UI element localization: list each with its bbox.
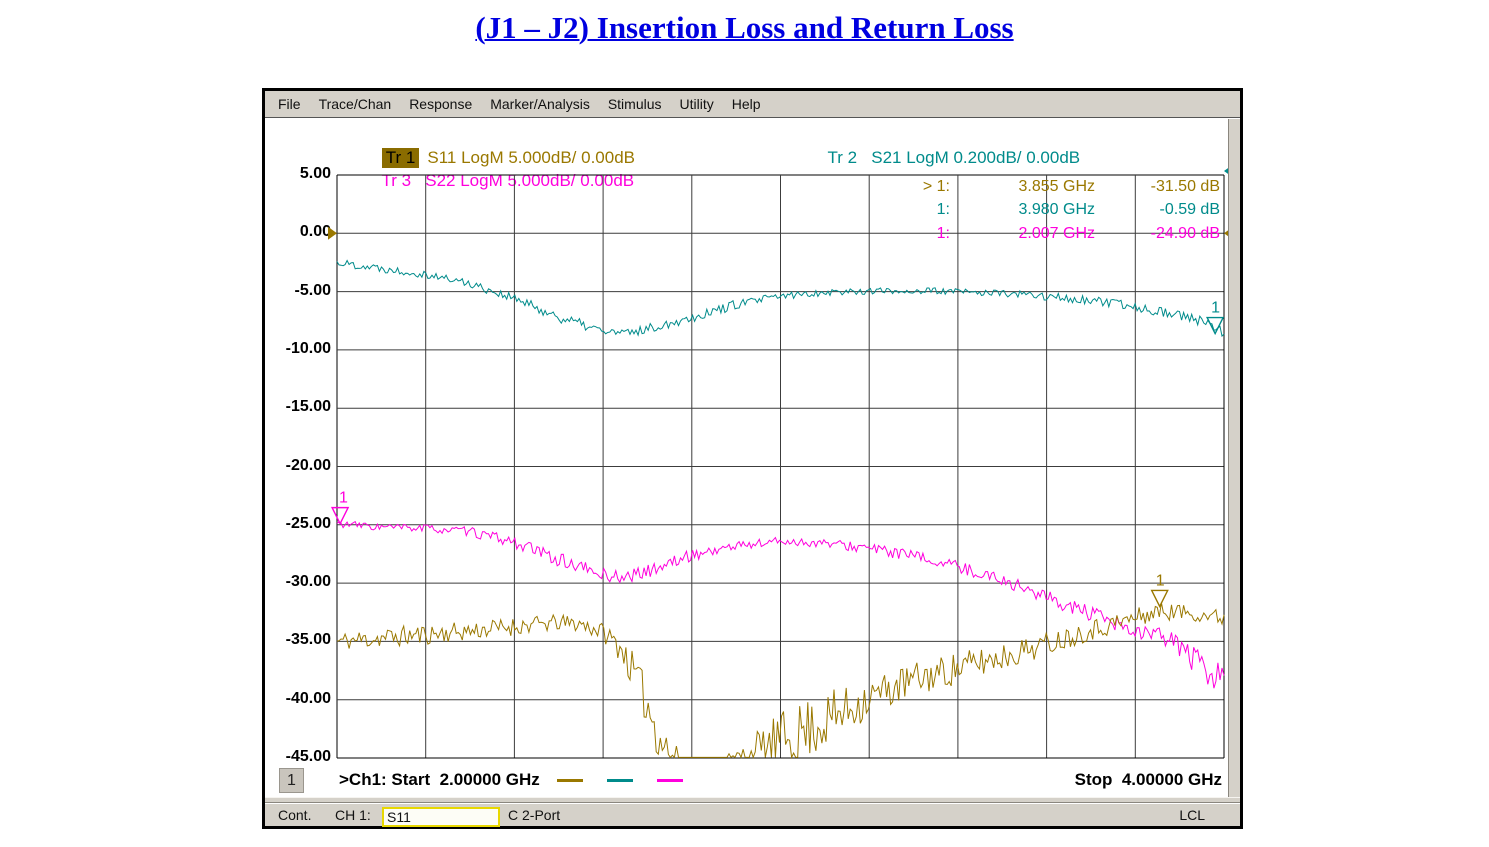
- menu-bar: File Trace/Chan Response Marker/Analysis Sti…: [265, 91, 1240, 118]
- y-tick-label: -35.00: [285, 631, 331, 649]
- menu-item-file[interactable]: File: [278, 96, 301, 112]
- svg-text:1: 1: [1211, 300, 1220, 317]
- trace-color-dash: [657, 779, 683, 782]
- y-tick-label: -5.00: [294, 281, 331, 299]
- trace-color-dash: [607, 779, 633, 782]
- menu-item-trace-chan[interactable]: Trace/Chan: [318, 96, 392, 112]
- trace1-active-badge: Tr 1: [381, 148, 420, 168]
- trace2-params: S21 LogM 0.200dB/ 0.00dB: [871, 148, 1081, 167]
- screen-bottom-bezel: [265, 797, 1240, 803]
- svg-text:1: 1: [1156, 572, 1165, 589]
- y-tick-label: 5.00: [299, 165, 331, 182]
- measurement-field[interactable]: S11: [382, 807, 500, 827]
- page-title: (J1 – J2) Insertion Loss and Return Loss: [475, 10, 1014, 45]
- screen-right-bezel: [1228, 119, 1240, 797]
- sweep-stop-label: Stop 4.00000 GHz: [1074, 770, 1222, 789]
- menu-item-stimulus[interactable]: Stimulus: [607, 96, 662, 112]
- menu-item-marker-analysis[interactable]: Marker/Analysis: [490, 96, 590, 112]
- trace2-id: Tr 2: [827, 148, 858, 167]
- channel-status: CH 1:: [335, 807, 371, 823]
- trace-color-dash: [557, 779, 583, 782]
- sweep-mode-status: Cont.: [278, 807, 312, 823]
- y-tick-label: -15.00: [285, 398, 331, 416]
- vna-analyzer-window: File Trace/Chan Response Marker/Analysis Sti…: [262, 88, 1243, 829]
- y-tick-label: -10.00: [285, 339, 331, 357]
- trace2-legend: Tr 2 S21 LogM 0.200dB/ 0.00dB: [790, 128, 1080, 188]
- sweep-start-label: >Ch1: Start 2.00000 GHz: [339, 770, 540, 789]
- menu-item-help[interactable]: Help: [731, 96, 761, 112]
- graticule-plot: 1 1 1: [328, 164, 1233, 760]
- local-mode-status: LCL: [1179, 807, 1205, 823]
- trace1-params: S11 LogM 5.000dB/ 0.00dB: [427, 148, 636, 167]
- channel-number-badge: 1: [279, 768, 304, 793]
- menu-item-response[interactable]: Response: [409, 96, 473, 112]
- trace3-params: S22 LogM 5.000dB/ 0.00dB: [425, 171, 635, 190]
- trace1-legend: Tr 1 S11 LogM 5.000dB/ 0.00dB: [344, 128, 635, 188]
- trace-color-key: [557, 779, 683, 782]
- y-tick-label: -45.00: [285, 748, 331, 765]
- y-tick-label: -40.00: [285, 689, 331, 707]
- trace3-legend: Tr 3 S22 LogM 5.000dB/ 0.00dB: [344, 151, 634, 211]
- y-tick-label: -25.00: [285, 514, 331, 532]
- y-tick-label: -30.00: [285, 573, 331, 591]
- y-tick-label: -20.00: [285, 456, 331, 474]
- calibration-status: C 2-Port: [508, 807, 561, 823]
- svg-text:1: 1: [339, 490, 348, 507]
- trace3-id: Tr 3: [381, 171, 412, 190]
- status-bar: Cont. CH 1: S11 C 2-Port LCL: [265, 803, 1240, 827]
- analyzer-screen: Tr 1 S11 LogM 5.000dB/ 0.00dB Tr 2 S21 Lo…: [265, 119, 1240, 797]
- menu-item-utility[interactable]: Utility: [679, 96, 714, 112]
- y-tick-label: 0.00: [299, 223, 331, 241]
